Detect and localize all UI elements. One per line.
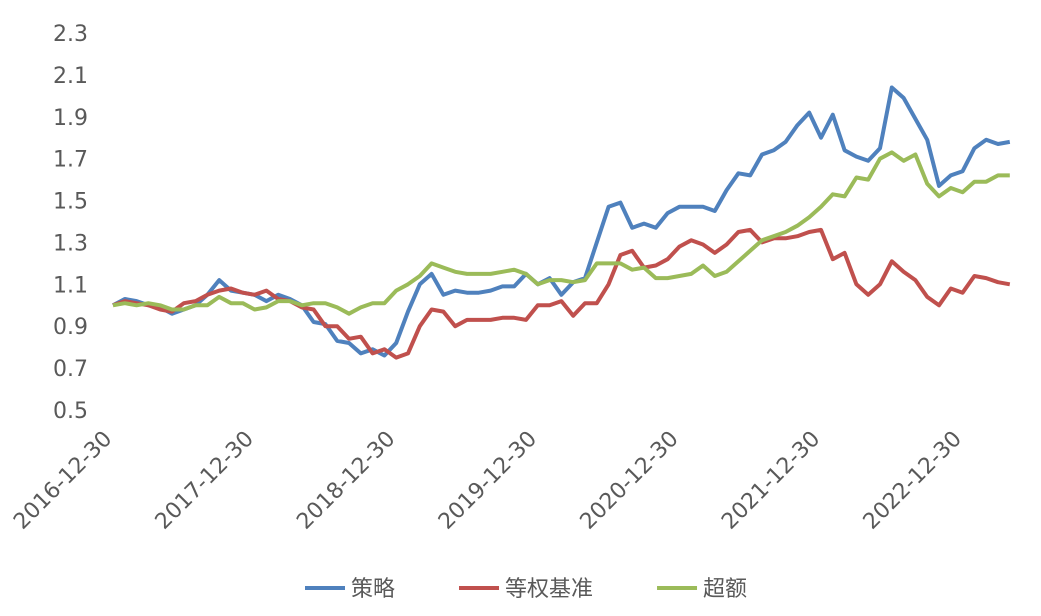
y-tick-label: 2.1 bbox=[53, 64, 88, 89]
x-tick-label: 2019-12-30 bbox=[434, 427, 542, 535]
line-series bbox=[112, 227, 1011, 360]
x-tick-label: 2022-12-30 bbox=[859, 427, 967, 535]
line-series bbox=[112, 85, 1011, 358]
x-tick-label: 2018-12-30 bbox=[292, 427, 400, 535]
y-tick-label: 1.9 bbox=[53, 106, 88, 131]
y-tick-label: 1.5 bbox=[53, 190, 88, 215]
y-tick-label: 1.1 bbox=[53, 273, 88, 298]
x-tick-label: 2021-12-30 bbox=[717, 427, 825, 535]
y-tick-label: 0.5 bbox=[53, 399, 88, 424]
x-tick-label: 2016-12-30 bbox=[9, 427, 117, 535]
y-tick-label: 1.7 bbox=[53, 148, 88, 173]
y-tick-label: 2.3 bbox=[53, 22, 88, 47]
x-tick-label: 2020-12-30 bbox=[576, 427, 684, 535]
x-tick-label: 2017-12-30 bbox=[151, 427, 259, 535]
y-tick-label: 1.3 bbox=[53, 231, 88, 256]
legend-label: 等权基准 bbox=[505, 577, 593, 602]
y-tick-label: 0.9 bbox=[53, 315, 88, 340]
y-tick-label: 0.7 bbox=[53, 357, 88, 382]
legend-label: 策略 bbox=[351, 577, 395, 602]
legend-label: 超额 bbox=[703, 577, 747, 602]
line-series bbox=[112, 150, 1010, 316]
